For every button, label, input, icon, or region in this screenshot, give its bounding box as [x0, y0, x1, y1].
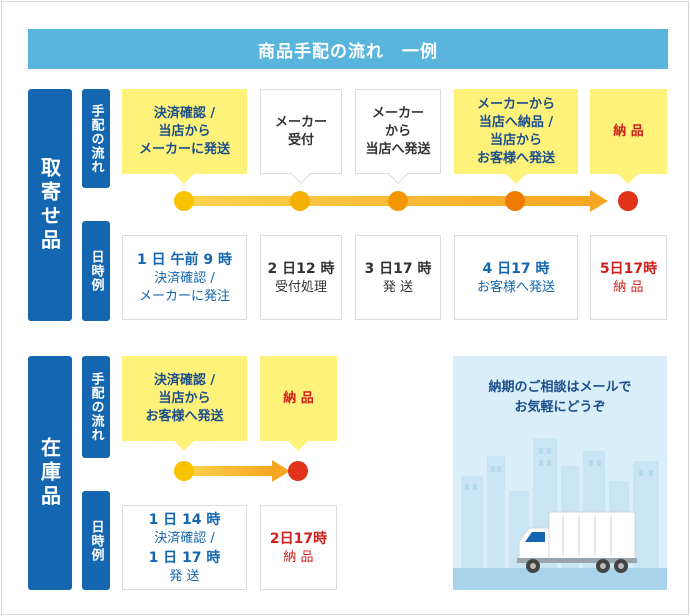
time-value: 3 日17 時: [364, 260, 432, 277]
time-value: 1 日 14 時: [148, 511, 221, 528]
time-value: 1 日 午前 9 時: [137, 251, 232, 268]
step-box-order-4: メーカーから 当店へ納品 / 当店から お客様へ発送: [454, 89, 578, 174]
time-box-order-5: 5日17時 納 品: [590, 235, 667, 320]
step-box-order-5: 納 品: [590, 89, 667, 174]
time-box-order-2: 2 日12 時 受付処理: [260, 235, 342, 320]
time-box-order-3: 3 日17 時 発 送: [355, 235, 441, 320]
time-label-order: 日時例: [82, 221, 110, 321]
section-label-stock: 在庫品: [28, 356, 72, 590]
flow-label-order: 手配の流れ: [82, 89, 110, 188]
time-desc: 納 品: [613, 279, 644, 295]
time-value: 4 日17 時: [482, 260, 550, 277]
flow-dot: [288, 461, 308, 481]
flow-dot: [174, 191, 194, 211]
time-desc: お客様へ発送: [476, 279, 555, 295]
step-box-order-1: 決済確認 / 当店から メーカーに発送: [122, 89, 247, 174]
flow-dot: [388, 191, 408, 211]
page-title: 商品手配の流れ 一例: [28, 29, 668, 69]
step-box-order-3: メーカー から 当店へ発送: [355, 89, 441, 174]
step-box-order-2: メーカー 受付: [260, 89, 342, 174]
time-value: 2日17時: [269, 530, 328, 547]
time-box-order-1: 1 日 午前 9 時 決済確認 / メーカーに発注: [122, 235, 247, 320]
flow-dot: [174, 461, 194, 481]
time-desc: 納 品: [283, 549, 314, 565]
time-value-2: 1 日 17 時: [148, 549, 221, 566]
time-box-order-4: 4 日17 時 お客様へ発送: [454, 235, 578, 320]
arrow-head: [590, 190, 608, 212]
time-desc: 決済確認 / メーカーに発注: [138, 270, 230, 304]
contact-message: 納期のご相談はメールで お気軽にどうぞ: [488, 380, 632, 415]
step-box-stock-1: 決済確認 / 当店から お客様へ発送: [122, 356, 247, 441]
time-box-stock-2: 2日17時 納 品: [260, 505, 337, 590]
flow-dot: [618, 191, 638, 211]
arrow-head: [272, 460, 290, 482]
truck-icon: [517, 511, 637, 573]
contact-panel: 納期のご相談はメールで お気軽にどうぞ: [453, 356, 667, 590]
time-value: 5日17時: [599, 260, 658, 277]
step-box-stock-2: 納 品: [260, 356, 337, 441]
time-value: 2 日12 時: [267, 260, 335, 277]
city-truck-illustration: [453, 438, 667, 590]
road: [453, 568, 667, 590]
city-windows: [465, 448, 653, 490]
time-box-stock-1: 1 日 14 時 決済確認 / 1 日 17 時 発 送: [122, 505, 247, 590]
section-label-order: 取寄せ品: [28, 89, 72, 321]
time-desc: 発 送: [382, 279, 414, 295]
arrow-shaft: [184, 466, 274, 476]
time-desc: 決済確認 /: [154, 530, 215, 546]
time-label-stock: 日時例: [82, 491, 110, 590]
arrow-stock: [184, 460, 290, 482]
flow-dots: [174, 191, 638, 481]
flow-label-stock: 手配の流れ: [82, 356, 110, 458]
time-desc-2: 発 送: [169, 568, 200, 584]
time-desc: 受付処理: [274, 279, 327, 295]
flow-dot: [505, 191, 525, 211]
flow-dot: [290, 191, 310, 211]
